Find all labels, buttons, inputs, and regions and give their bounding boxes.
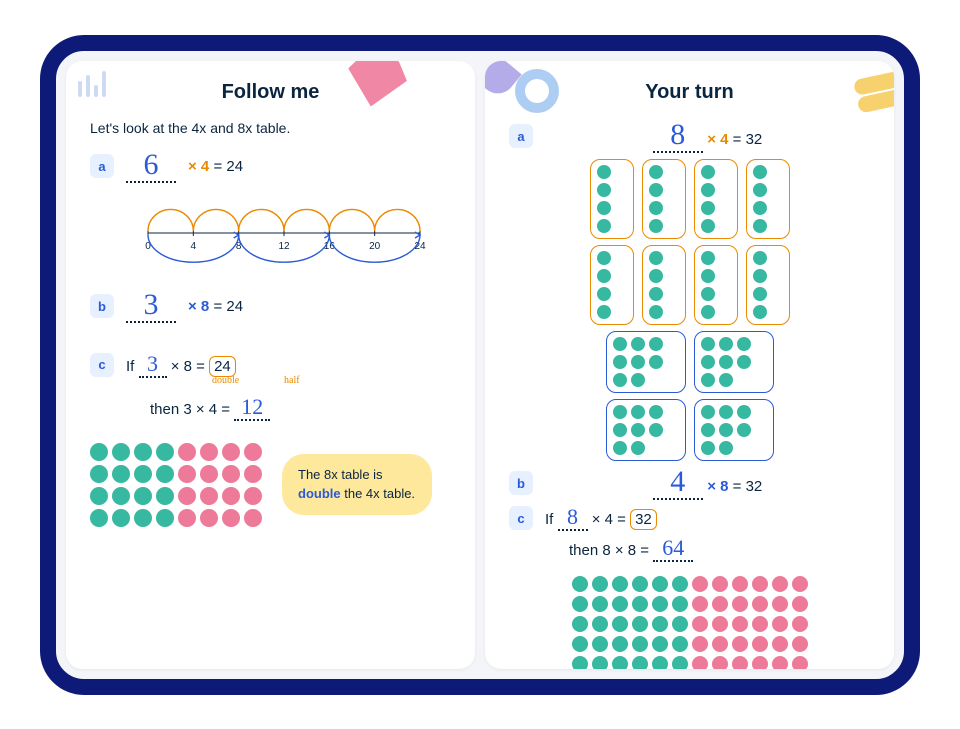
deco-bars — [76, 69, 116, 99]
bullet-a-r: a — [509, 124, 533, 148]
q-c-right: c If 8 × 4 = 32 — [509, 506, 870, 531]
q-c-left: c If 3 × 8 = 24 double half then 3 × 4 =… — [90, 353, 451, 421]
panel-follow-me: Follow me Let's look at the 4x and 8x ta… — [66, 61, 475, 669]
c-line1-r: If 8 × 4 = 32 — [545, 506, 657, 531]
q-b-left: b 3 × 8 = 24 — [90, 290, 451, 323]
ans-b-r: 4 — [653, 467, 703, 500]
bullet-a: a — [90, 154, 114, 178]
numberline: 04812162024 — [134, 193, 451, 276]
c-line2-r: then 8 × 8 = 64 — [569, 537, 870, 562]
ans-a: 6 — [126, 150, 176, 183]
eq-b: × 8 = 24 — [188, 298, 243, 315]
q-a-left: a 6 × 4 = 24 — [90, 150, 451, 183]
bullet-b-r: b — [509, 471, 533, 495]
intro-text: Let's look at the 4x and 8x table. — [90, 120, 451, 136]
c-line1: If 3 × 8 = 24 — [126, 353, 270, 378]
panel-title-right: Your turn — [509, 81, 870, 104]
dot-boxes-8 — [509, 331, 870, 461]
svg-text:20: 20 — [369, 241, 381, 252]
bullet-c: c — [90, 353, 114, 377]
q-a-right: a 8 × 4 = 32 — [509, 120, 870, 153]
ans-b: 3 — [126, 290, 176, 323]
eq-b-r: × 8 = 32 — [707, 478, 762, 495]
panel-your-turn: Your turn a 8 × 4 = 32 b 4 × 8 = 32 c — [485, 61, 894, 669]
deco-yellow — [853, 69, 894, 95]
tablet-frame: Follow me Let's look at the 4x and 8x ta… — [40, 35, 920, 695]
annot-double: double — [212, 375, 239, 386]
dot-boxes-4 — [509, 159, 870, 325]
eq-a-r: × 4 = 32 — [707, 131, 762, 148]
q-b-right: b 4 × 8 = 32 — [509, 467, 870, 500]
bullet-c-r: c — [509, 506, 533, 530]
callout-note: The 8x table is double the 4x table. — [282, 454, 432, 514]
deco-ring — [515, 69, 559, 113]
bullet-b: b — [90, 294, 114, 318]
dot-array-right — [572, 576, 808, 669]
svg-text:12: 12 — [278, 241, 290, 252]
svg-text:4: 4 — [191, 241, 197, 252]
annot-half: half — [284, 375, 300, 386]
dot-array-left — [90, 443, 262, 527]
ans-a-r: 8 — [653, 120, 703, 153]
c-line2: then 3 × 4 = 12 — [150, 396, 270, 421]
eq-a: × 4 = 24 — [188, 158, 243, 175]
